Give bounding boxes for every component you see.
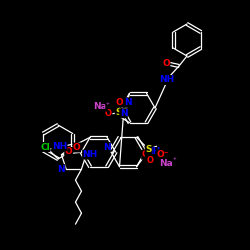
Text: Cl: Cl [40,142,50,152]
Text: N: N [58,165,65,174]
Text: N: N [124,98,131,107]
Text: O: O [65,148,72,156]
Text: Na: Na [160,159,173,168]
Text: N: N [103,142,110,152]
Text: NH: NH [52,142,67,151]
Text: O⁻: O⁻ [156,150,169,159]
Text: ⁺: ⁺ [106,103,110,109]
Text: O: O [162,60,170,68]
Text: N: N [120,109,127,118]
Text: NH: NH [160,76,174,84]
Text: O: O [105,109,112,118]
Text: Na: Na [94,102,108,111]
Text: NH: NH [82,150,98,159]
Text: O: O [147,156,154,165]
Text: S: S [115,108,122,117]
Text: NH: NH [146,148,160,156]
Text: O: O [142,150,150,159]
Text: O: O [73,143,80,152]
Text: ⁺: ⁺ [172,158,176,164]
Text: S: S [145,145,152,154]
Text: O⁻: O⁻ [115,98,128,107]
